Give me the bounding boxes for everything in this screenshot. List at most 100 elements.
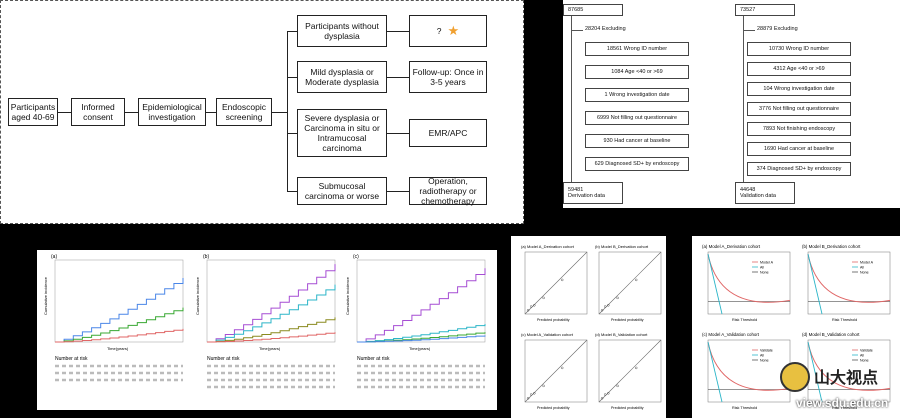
- exclusion-reason-box: 930 Had cancer at baseline: [585, 134, 689, 148]
- exclusion-reason-box: 10730 Wrong ID number: [747, 42, 851, 56]
- dca-legend-label: None: [860, 359, 869, 363]
- km-curve: [55, 328, 184, 343]
- all-curve: [707, 341, 723, 403]
- km-xlabel: Time(years): [107, 346, 129, 351]
- dca-axes: [707, 251, 791, 315]
- dca-axes: [807, 251, 891, 315]
- calibration-point: [526, 397, 530, 400]
- validation-total: 73527: [735, 4, 795, 16]
- dca-title: (a) Model A_Derivation cohort: [702, 244, 761, 249]
- dca-legend-label: Validate: [760, 349, 773, 353]
- calibration-point: [634, 366, 638, 370]
- km-curve: [207, 317, 336, 343]
- km-curve: [207, 284, 336, 343]
- km-axes: [206, 259, 336, 343]
- km-panel-label: (c): [353, 254, 359, 260]
- exclusion-reason-box: 3776 Not filling out questionnaire: [747, 102, 851, 116]
- branch-finding-box: Participants without dysplasia: [297, 15, 387, 47]
- calibration-xlabel: Predicted probability: [611, 318, 644, 322]
- calibration-point: [607, 392, 610, 395]
- derivation-total: 87685: [563, 4, 623, 16]
- exclusion-flow-panel: 87685 28204 Excluding 18561 Wrong ID num…: [563, 0, 900, 208]
- calibration-point: [603, 305, 607, 308]
- km-curve: [357, 324, 486, 343]
- calibration-panel: (a) Model A_Derivation cohort Predicted p…: [511, 236, 666, 418]
- calibration-point: [603, 393, 607, 396]
- dca-legend-label: Model A: [760, 261, 774, 265]
- calibration-xlabel: Predicted probability: [537, 318, 570, 322]
- exclusion-reason-box: 18561 Wrong ID number: [585, 42, 689, 56]
- exclusion-reason-box: 374 Diagnosed SD+ by endoscopy: [747, 162, 851, 176]
- dca-title: (c) Model A_Validation cohort: [702, 332, 760, 337]
- all-curve: [807, 341, 823, 403]
- dca-xlabel: Risk Threshold: [832, 406, 857, 410]
- km-axes: [54, 259, 184, 343]
- dca-legend-label: All: [760, 266, 764, 270]
- reference-diagonal: [598, 251, 662, 315]
- exclusion-reason-box: 629 Diagnosed SD+ by endoscopy: [585, 157, 689, 171]
- dca-legend-label: None: [760, 271, 769, 275]
- dca-title: (d) Model B_Validation cohort: [802, 332, 860, 337]
- calibration-point: [542, 384, 545, 388]
- calibration-point: [533, 392, 536, 395]
- screening-flowchart: Participants aged 40-69 Informed consent…: [0, 0, 524, 224]
- investigation-box: Epidemiological investigation: [138, 98, 206, 126]
- km-curve: [55, 307, 184, 343]
- calibration-xlabel: Predicted probability: [537, 406, 570, 410]
- km-panel-label: (b): [203, 254, 209, 260]
- calibration-point: [607, 304, 610, 307]
- reference-diagonal: [524, 251, 588, 315]
- screening-box: Endoscopic screening: [216, 98, 272, 126]
- brand-url: view.sdu.edu.cn: [796, 396, 889, 410]
- all-curve: [807, 253, 823, 315]
- km-risk-label: Number at risk: [357, 356, 390, 362]
- model-curve: [807, 253, 891, 303]
- dca-xlabel: Risk Threshold: [832, 318, 857, 322]
- question-mark: ?: [436, 25, 442, 36]
- km-risk-label: Number at risk: [207, 356, 240, 362]
- validation-final: 44648 Validation data: [735, 182, 795, 204]
- km-ylabel: Cumulative incidence: [345, 276, 350, 315]
- exclusion-reason-box: 1084 Age <40 or >69: [585, 65, 689, 79]
- km-risk-label: Number at risk: [55, 356, 88, 362]
- exclusion-reason-box: 1 Wrong investigation date: [585, 88, 689, 102]
- km-axes: [356, 259, 486, 343]
- logo-icon: [780, 362, 810, 392]
- calibration-point: [616, 296, 619, 300]
- km-xlabel: Time(years): [409, 346, 431, 351]
- derivation-excluding: 28204 Excluding: [585, 26, 626, 32]
- branch-finding-box: Submucosal carcinoma or worse: [297, 177, 387, 205]
- consent-box: Informed consent: [71, 98, 125, 126]
- watermark: 山大视点 view.sdu.edu.cn: [778, 358, 900, 418]
- km-curve: [55, 278, 184, 343]
- derivation-final: 59481 Derivation data: [563, 182, 623, 204]
- all-curve: [707, 253, 723, 315]
- calibration-point: [530, 393, 533, 396]
- exclusion-reason-box: 1690 Had cancer at baseline: [747, 142, 851, 156]
- reference-diagonal: [598, 339, 662, 403]
- calibration-title: (c) Model A_Validation cohort: [521, 332, 574, 337]
- calibration-point: [542, 296, 545, 300]
- dca-legend-label: None: [860, 271, 869, 275]
- km-ylabel: Cumulative incidence: [195, 276, 200, 315]
- calibration-title: (d) Model B_Validation cohort: [595, 332, 648, 337]
- validation-excluding: 28879 Excluding: [757, 26, 798, 32]
- dca-legend-label: All: [860, 354, 864, 358]
- km-xlabel: Time(years): [259, 346, 281, 351]
- calibration-point: [600, 309, 604, 312]
- model-curve: [707, 341, 791, 391]
- dca-legend-label: None: [760, 359, 769, 363]
- dca-legend-label: Validate: [860, 349, 873, 353]
- calibration-point: [561, 366, 564, 370]
- calibration-point: [530, 305, 533, 308]
- dca-title: (b) Model B_Derivation cohort: [802, 244, 861, 249]
- branch-action-box: EMR/APC: [409, 119, 487, 147]
- exclusion-reason-box: 6999 Not filling out questionnaire: [585, 111, 689, 125]
- calibration-axes: [524, 251, 588, 315]
- calibration-point: [634, 278, 638, 282]
- dca-legend-label: All: [860, 266, 864, 270]
- branch-action-box: Follow-up: Once in 3-5 years: [409, 61, 487, 93]
- branch-finding-box: Severe dysplasia or Carcinoma in situ or…: [297, 109, 387, 157]
- brand-text: 山大视点: [814, 370, 879, 387]
